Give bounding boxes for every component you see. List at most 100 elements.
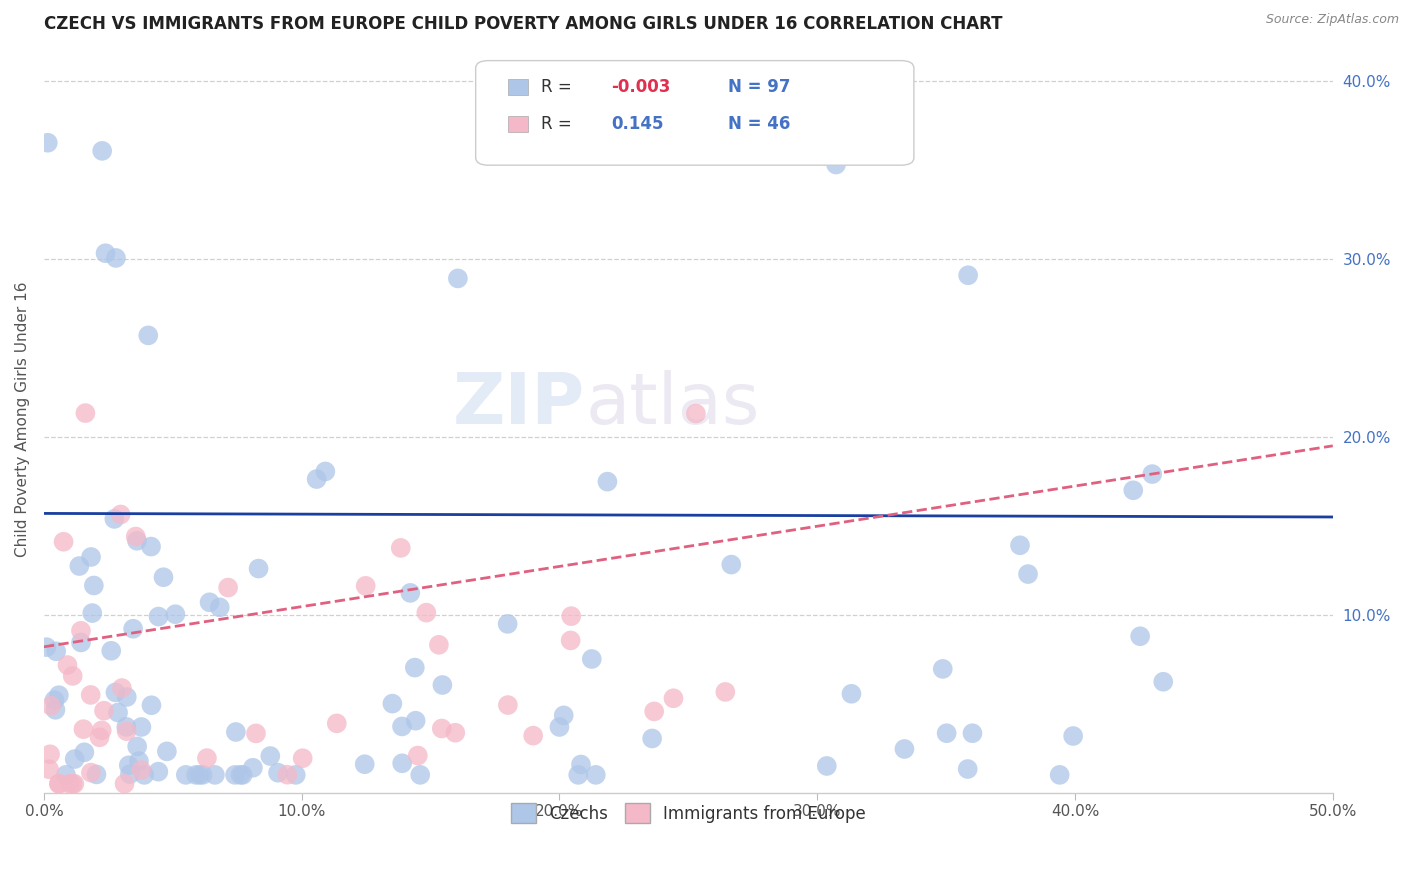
Point (662, 691, 685, 706)
Point (714, 685, 737, 699)
Point (404, 660, 426, 674)
Point (415, 606, 437, 620)
Point (94, 246, 117, 260)
Point (581, 652, 603, 666)
Point (58, 777, 80, 791)
Point (229, 768, 252, 782)
Text: atlas: atlas (585, 369, 759, 439)
Point (560, 633, 582, 648)
Bar (508, 78, 527, 95)
Point (522, 729, 544, 743)
Point (73, 745, 96, 759)
Point (100, 644, 122, 658)
Point (496, 616, 519, 631)
Bar (508, 116, 527, 132)
Point (70, 624, 93, 638)
Point (195, 751, 218, 765)
Point (217, 581, 239, 595)
Point (111, 681, 134, 695)
Point (956, 762, 979, 776)
Point (224, 768, 246, 782)
Point (232, 768, 254, 782)
Point (444, 725, 467, 739)
Point (104, 251, 127, 265)
Point (198, 595, 221, 609)
Point (962, 726, 984, 740)
Point (52, 534, 75, 549)
Point (381, 697, 404, 711)
Point (184, 768, 207, 782)
Point (115, 724, 138, 739)
Point (406, 748, 429, 763)
Point (165, 607, 187, 622)
Point (39, 698, 62, 713)
Point (134, 768, 156, 782)
Point (55, 768, 77, 782)
Point (83, 578, 105, 592)
Point (86, 767, 108, 781)
Point (432, 678, 454, 692)
Y-axis label: Child Poverty Among Girls Under 16: Child Poverty Among Girls Under 16 (15, 281, 30, 557)
Point (430, 722, 453, 736)
Point (45, 644, 67, 658)
Point (567, 768, 589, 782)
Point (596, 475, 619, 489)
Point (174, 768, 197, 782)
Point (638, 82, 661, 96)
Point (841, 687, 863, 701)
Point (89, 731, 111, 745)
Text: 0.145: 0.145 (612, 115, 664, 133)
Point (247, 561, 270, 575)
Point (62, 777, 84, 791)
Point (259, 749, 281, 764)
Point (405, 714, 427, 728)
Point (242, 761, 264, 775)
Point (569, 757, 592, 772)
Point (91, 144, 114, 158)
Point (48, 777, 70, 791)
Point (90, 723, 112, 738)
Point (148, 764, 170, 779)
Point (314, 465, 336, 479)
Point (139, 540, 162, 554)
Text: CZECH VS IMMIGRANTS FROM EUROPE CHILD POVERTY AMONG GIRLS UNDER 16 CORRELATION C: CZECH VS IMMIGRANTS FROM EUROPE CHILD PO… (44, 15, 1002, 33)
Point (148, 609, 170, 624)
Point (80, 765, 103, 780)
Text: R =: R = (541, 78, 576, 95)
Point (152, 570, 174, 584)
Point (103, 512, 125, 526)
Point (67, 559, 90, 574)
Point (35, 640, 58, 654)
Point (204, 768, 226, 782)
Point (63, 777, 86, 791)
FancyBboxPatch shape (475, 61, 914, 165)
Text: N = 97: N = 97 (727, 78, 790, 95)
Point (37, 136, 59, 150)
Point (63, 752, 86, 766)
Point (1152, 674, 1174, 689)
Point (188, 768, 211, 782)
Point (93, 704, 115, 718)
Point (957, 268, 980, 283)
Point (125, 533, 148, 548)
Point (548, 720, 571, 734)
Point (1129, 629, 1152, 643)
Point (38, 762, 60, 776)
Point (104, 685, 127, 699)
Point (56, 658, 79, 673)
Point (585, 768, 607, 782)
Point (560, 609, 582, 624)
Point (245, 726, 267, 740)
Point (136, 328, 159, 343)
Point (115, 690, 138, 704)
Point (70, 635, 93, 649)
Point (48, 777, 70, 791)
Point (114, 777, 136, 791)
Point (72, 722, 94, 736)
Point (267, 765, 290, 780)
Point (276, 768, 298, 782)
Point (39, 747, 62, 762)
Point (1122, 483, 1144, 498)
Point (935, 726, 957, 740)
Point (496, 698, 519, 712)
